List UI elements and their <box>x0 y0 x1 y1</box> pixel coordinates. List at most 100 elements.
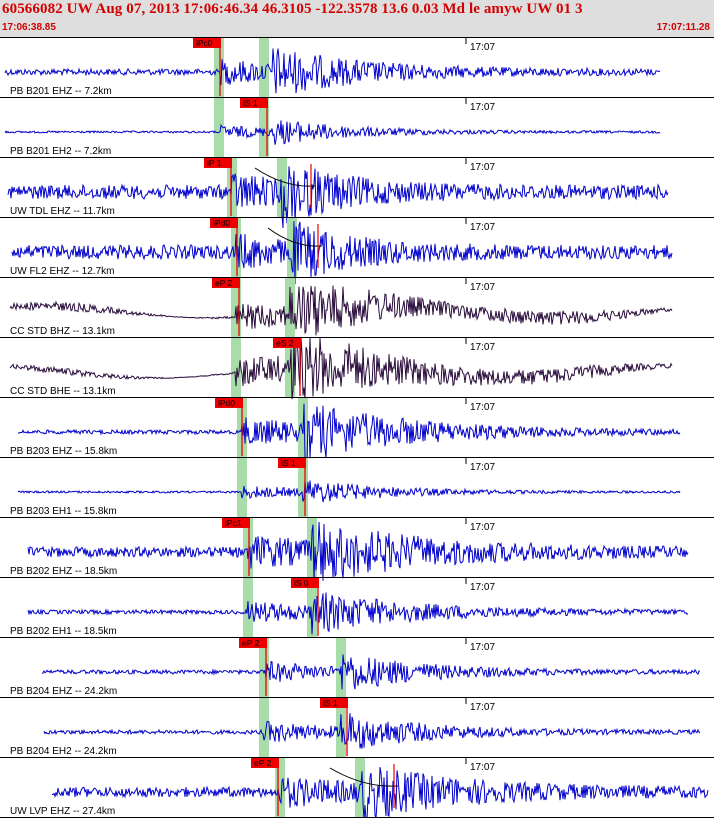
trace-row: 17:07 iPc1 PB B202 EHZ -- 18.5km <box>0 518 714 583</box>
pick-flag[interactable] <box>210 218 238 228</box>
pick-label: iS 1 <box>323 698 338 708</box>
pick-label: eS 2 <box>276 338 294 348</box>
waveform <box>17 403 681 464</box>
pick-label: iPc0 <box>196 38 213 48</box>
waveform <box>17 479 681 503</box>
arrival-window-bar <box>231 338 241 398</box>
pick-label: eP 2 <box>254 758 272 768</box>
minute-label: 17:07 <box>470 42 495 53</box>
minute-label: 17:07 <box>470 162 495 173</box>
arrival-window-bar <box>237 458 247 518</box>
coda-curve <box>329 767 399 787</box>
coda-curve <box>254 167 316 187</box>
pick-label: iS 0 <box>294 578 309 588</box>
waveform <box>9 285 673 336</box>
pick-label: iS 1 <box>243 98 258 108</box>
trace-row: 17:07 iS 1 PB B201 EH2 -- 7.2km <box>0 98 714 158</box>
station-label: PB B204 EHZ -- 24.2km <box>10 686 117 697</box>
pick-label: eP 2 <box>215 278 233 288</box>
window-end-time: 17:07:11.28 <box>656 22 710 33</box>
event-title: 60566082 UW Aug 07, 2013 17:06:46.34 46.… <box>2 1 583 17</box>
trace-row: 17:07 iPd0 PB B203 EHZ -- 15.8km <box>0 398 714 464</box>
trace-row: 17:07 iS 0 PB B202 EH1 -- 18.5km <box>0 578 714 638</box>
waveform <box>7 166 669 229</box>
arrival-window-bar <box>277 158 287 218</box>
arrival-window-bar <box>259 638 269 698</box>
station-label: PB B201 EH2 -- 7.2km <box>10 146 111 157</box>
waveform <box>11 221 673 285</box>
waveform <box>52 767 709 818</box>
trace-row: 17:07 eS 2 CC STD BHE -- 13.1km <box>0 337 714 400</box>
minute-label: 17:07 <box>470 462 495 473</box>
minute-label: 17:07 <box>470 342 495 353</box>
waveform <box>4 120 661 145</box>
pick-flag[interactable] <box>240 98 268 108</box>
arrival-window-bar <box>298 458 308 518</box>
trace-row: 17:07 iP 1 UW TDL EHZ -- 11.7km <box>0 158 714 229</box>
trace-row: 17:07 iPd0 UW FL2 EHZ -- 12.7km <box>0 218 714 285</box>
pick-label: iPd0 <box>213 218 230 228</box>
pick-flag[interactable] <box>273 338 301 348</box>
station-label: CC STD BHE -- 13.1km <box>10 386 116 397</box>
pick-flag[interactable] <box>212 278 240 288</box>
minute-label: 17:07 <box>470 582 495 593</box>
station-label: PB B203 EHZ -- 15.8km <box>10 446 117 457</box>
pick-flag[interactable] <box>291 578 319 588</box>
pick-flag[interactable] <box>222 518 250 528</box>
arrival-window-bar <box>275 758 285 818</box>
waveform <box>27 592 689 635</box>
minute-label: 17:07 <box>470 642 495 653</box>
minute-label: 17:07 <box>470 702 495 713</box>
station-label: CC STD BHZ -- 13.1km <box>10 326 115 337</box>
arrival-window-bar <box>227 158 237 218</box>
pick-label: iPc1 <box>225 518 242 528</box>
trace-row: 17:07 iS 1 PB B204 EH2 -- 24.2km <box>0 698 714 758</box>
pick-flag[interactable] <box>251 758 279 768</box>
pick-flag[interactable] <box>239 638 267 648</box>
arrival-window-bar <box>259 698 269 758</box>
minute-label: 17:07 <box>470 222 495 233</box>
station-label: PB B204 EH2 -- 24.2km <box>10 746 117 757</box>
station-label: UW LVP EHZ -- 27.4km <box>10 806 115 817</box>
station-label: UW FL2 EHZ -- 12.7km <box>10 266 114 277</box>
pick-flag[interactable] <box>278 458 306 468</box>
arrival-window-bar <box>307 518 317 578</box>
trace-row: 17:07 eP 2 PB B204 EHZ -- 24.2km <box>0 638 714 698</box>
minute-label: 17:07 <box>470 762 495 773</box>
waveform <box>43 713 701 749</box>
pick-flag[interactable] <box>193 38 221 48</box>
arrival-window-bar <box>214 38 224 98</box>
arrival-window-bar <box>259 38 269 98</box>
pick-flag[interactable] <box>320 698 348 708</box>
arrival-window-bar <box>307 578 317 638</box>
trace-row: 17:07 eP 2 CC STD BHZ -- 13.1km <box>0 278 714 338</box>
pick-label: iS 1 <box>281 458 296 468</box>
pick-label: iPd0 <box>218 398 235 408</box>
minute-label: 17:07 <box>470 522 495 533</box>
minute-label: 17:07 <box>470 102 495 113</box>
arrival-window-bar <box>259 98 269 158</box>
pick-label: iP 1 <box>207 158 222 168</box>
minute-label: 17:07 <box>470 402 495 413</box>
pick-flag[interactable] <box>204 158 232 168</box>
arrival-window-bar <box>243 518 253 578</box>
waveform <box>41 654 701 690</box>
trace-row: 17:07 iPc0 PB B201 EHZ -- 7.2km <box>0 38 714 98</box>
station-label: PB B201 EHZ -- 7.2km <box>10 86 112 97</box>
seismogram-header: 60566082 UW Aug 07, 2013 17:06:46.34 46.… <box>0 0 714 38</box>
trace-panel: 17:07 iPc0 PB B201 EHZ -- 7.2km 17:07 iS 1 PB… <box>0 38 714 818</box>
arrival-window-bar <box>287 218 297 278</box>
arrival-window-bar <box>214 98 224 158</box>
pick-label: eP 2 <box>242 638 260 648</box>
station-label: PB B202 EHZ -- 18.5km <box>10 566 117 577</box>
station-label: PB B202 EH1 -- 18.5km <box>10 626 117 637</box>
waveform <box>27 521 689 583</box>
trace-row: 17:07 iS 1 PB B203 EH1 -- 15.8km <box>0 458 714 518</box>
station-label: PB B203 EH1 -- 15.8km <box>10 506 117 517</box>
window-start-time: 17:06:38.85 <box>2 22 56 33</box>
waveform <box>9 337 673 400</box>
trace-row: 17:07 eP 2 UW LVP EHZ -- 27.4km <box>0 758 714 818</box>
pick-flag[interactable] <box>215 398 243 408</box>
station-label: UW TDL EHZ -- 11.7km <box>10 206 115 217</box>
minute-label: 17:07 <box>470 282 495 293</box>
